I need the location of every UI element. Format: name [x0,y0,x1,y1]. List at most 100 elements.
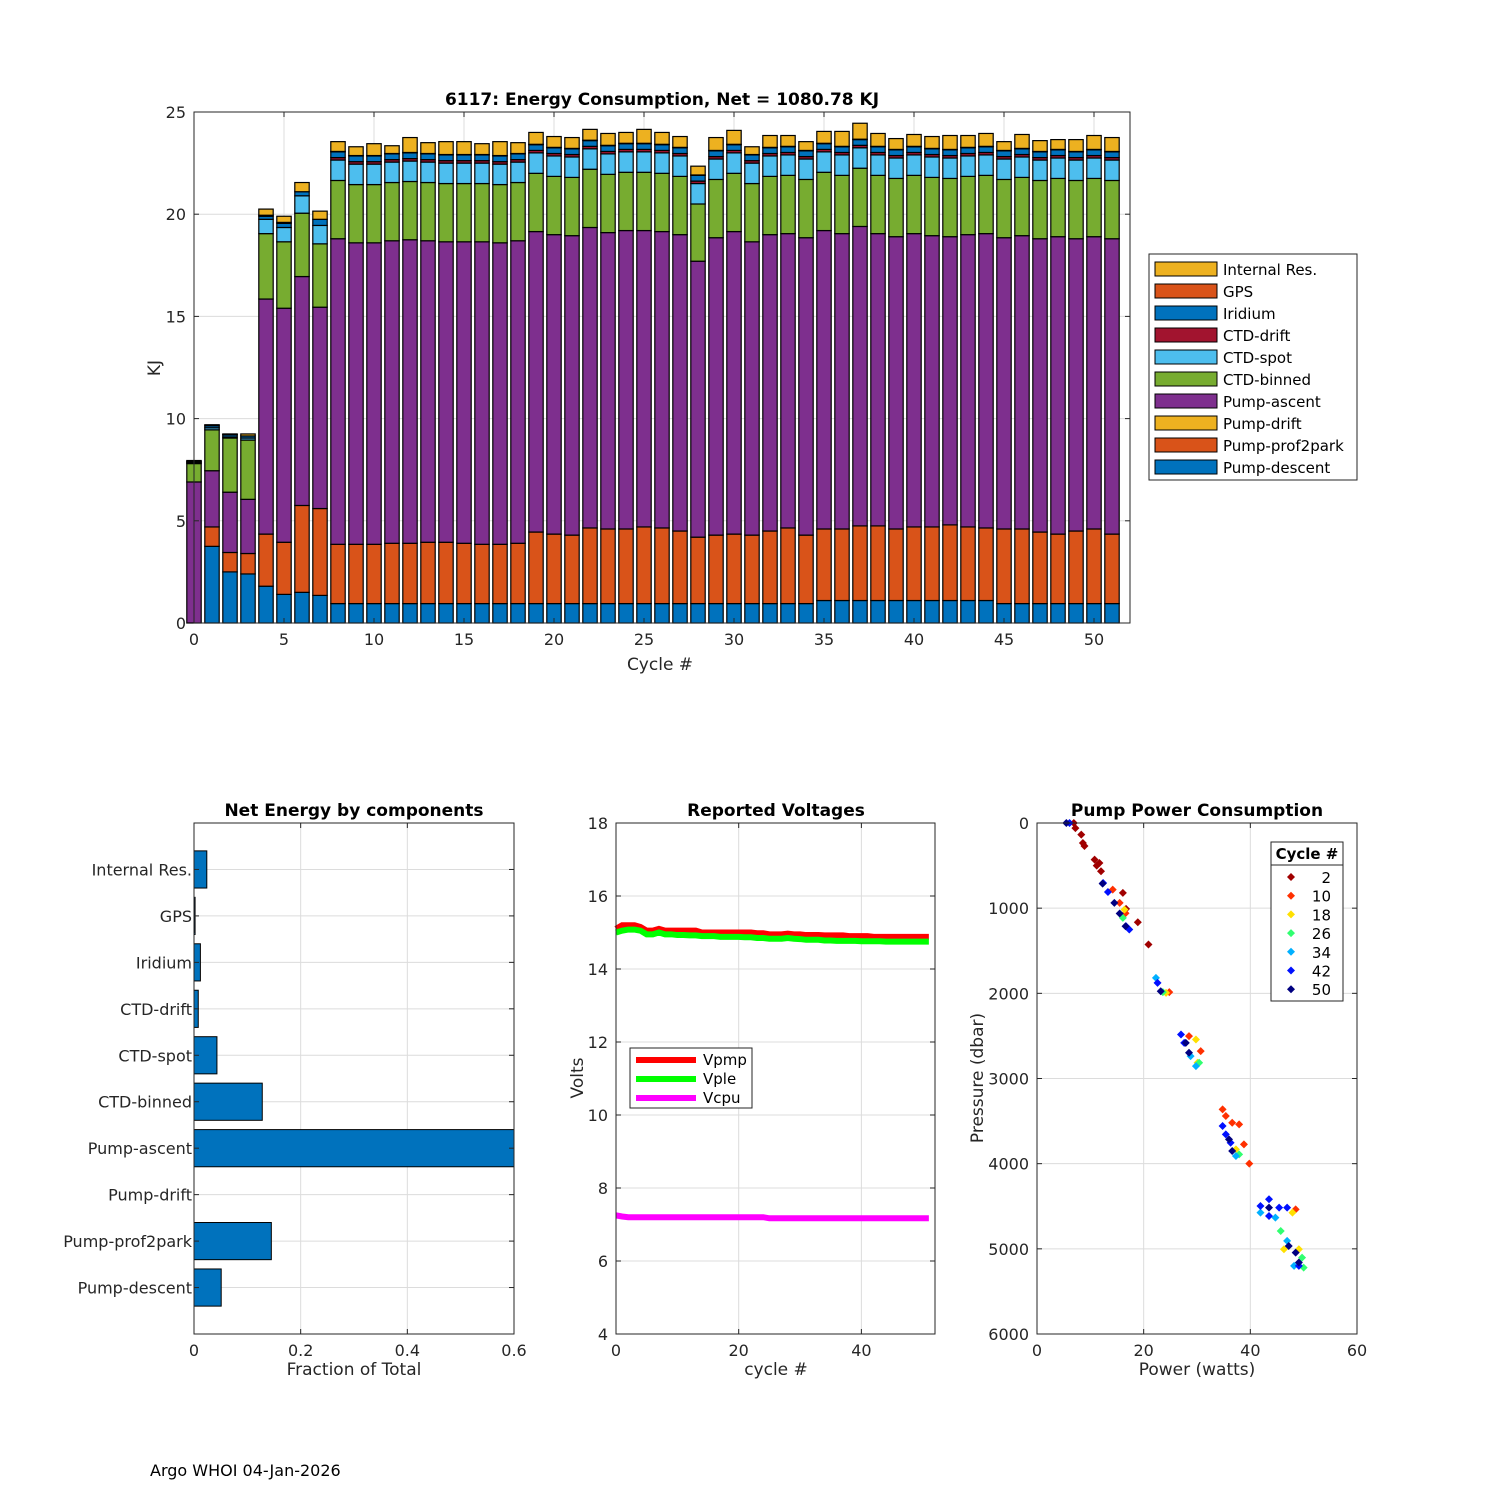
legend-marker-cycle-10 [1287,891,1295,900]
scatter-point-cycle-26 [1298,1253,1307,1262]
bar-segment-ctd-spot-cycle-35 [816,151,832,173]
bar-segment-ctd-binned-cycle-50 [1086,177,1102,238]
bar-segment-ctd-binned-cycle-23 [600,173,616,234]
bar-segment-pump-prof2park-cycle-15 [456,542,472,605]
bar-segment-ctd-binned-cycle-37 [852,167,868,228]
bar-segment-internal-res--cycle-13 [420,142,436,155]
bar-segment-ctd-spot-cycle-34 [798,158,814,181]
bar-segment-iridium-cycle-38 [870,146,886,154]
bar-segment-pump-descent-cycle-33 [780,602,796,624]
bar-segment-pump-ascent-cycle-36 [834,233,850,530]
bar-segment-pump-prof2park-cycle-46 [1014,528,1030,605]
bar-segment-pump-descent-cycle-16 [474,602,490,624]
bar-segment-pump-prof2park-cycle-9 [348,543,364,605]
bar-segment-ctd-binned-cycle-40 [906,174,922,235]
bar-segment-pump-prof2park-cycle-27 [672,530,688,605]
bar-segment-pump-prof2park-cycle-8 [330,543,346,605]
bar-segment-pump-ascent-cycle-13 [420,240,436,543]
voltages-x-tick-label: 20 [729,1341,749,1360]
bar-segment-pump-prof2park-cycle-4 [258,533,274,587]
bar-segment-pump-descent-cycle-3 [240,573,256,624]
bar-segment-ctd-spot-cycle-40 [906,154,922,176]
scatter-point-cycle-2 [1097,867,1105,876]
bar-segment-pump-ascent-cycle-17 [492,242,508,545]
scatter-point-cycle-42 [1283,1203,1292,1212]
bar-segment-pump-descent-cycle-8 [330,602,346,624]
bar-segment-pump-descent-cycle-1 [204,545,220,624]
bar-segment-iridium-cycle-32 [762,147,778,155]
scatter-point-cycle-50 [1284,1241,1293,1250]
bar-segment-pump-ascent-cycle-51 [1104,238,1120,535]
bar-segment-pump-descent-cycle-27 [672,602,688,624]
bar-segment-iridium-cycle-22 [582,140,598,147]
bar-segment-pump-prof2park-cycle-50 [1086,528,1102,605]
bar-segment-ctd-binned-cycle-45 [996,178,1012,239]
bar-segment-internal-res--cycle-7 [312,210,328,220]
scatter-point-cycle-10 [1185,1032,1193,1041]
bar-segment-iridium-cycle-17 [492,155,508,163]
energy-y-label: KJ [145,360,165,376]
bar-segment-pump-prof2park-cycle-39 [888,528,904,602]
bar-segment-ctd-binned-cycle-28 [690,203,706,262]
legend-swatch-pump-descent [1154,459,1218,475]
bar-segment-ctd-binned-cycle-12 [402,180,418,241]
bar-segment-ctd-binned-cycle-5 [276,241,292,309]
bar-segment-ctd-spot-cycle-24 [618,151,634,173]
legend-swatch-ctd-binned [1154,371,1218,387]
energy-x-tick-label: 25 [634,630,654,649]
scatter-point-cycle-42 [1275,1203,1284,1212]
scatter-point-cycle-50 [1291,1248,1300,1257]
bar-segment-pump-ascent-cycle-50 [1086,236,1102,530]
component-category-label: Pump-descent [78,1279,192,1298]
legend-swatch-iridium [1154,305,1218,321]
pump-power-y-tick-label: 6000 [988,1325,1029,1344]
bar-segment-pump-descent-cycle-23 [600,602,616,624]
bar-segment-pump-prof2park-cycle-40 [906,526,922,602]
bar-segment-iridium-cycle-15 [456,154,472,162]
bar-segment-ctd-binned-cycle-22 [582,168,598,229]
bar-segment-ctd-binned-cycle-26 [654,172,670,233]
bar-segment-ctd-binned-cycle-11 [384,181,400,242]
bar-segment-pump-ascent-cycle-18 [510,240,526,544]
bar-segment-internal-res--cycle-8 [330,141,346,153]
bar-segment-iridium-cycle-6 [294,191,310,197]
bar-segment-ctd-spot-cycle-46 [1014,156,1030,179]
components-axes-box [193,822,515,1335]
line-vple [615,926,929,945]
bar-segment-ctd-binned-cycle-25 [636,171,652,232]
bar-segment-internal-res--cycle-37 [852,122,868,140]
scatter-point-cycle-10 [1228,1118,1237,1127]
bar-segment-internal-res--cycle-14 [438,141,454,156]
bar-segment-pump-ascent-cycle-21 [564,235,580,536]
bar-segment-ctd-spot-cycle-48 [1050,157,1066,180]
bar-segment-pump-descent-cycle-31 [744,602,760,624]
energy-x-tick-label: 20 [544,630,564,649]
component-category-label: Pump-prof2park [63,1232,193,1251]
bar-segment-iridium-cycle-16 [474,154,490,162]
legend-label: 50 [1312,981,1331,999]
bar-segment-pump-prof2park-cycle-45 [996,528,1012,605]
bar-segment-ctd-binned-cycle-48 [1050,177,1066,238]
bar-segment-iridium-cycle-19 [528,144,544,152]
bar-segment-pump-prof2park-cycle-18 [510,542,526,605]
bar-segment-ctd-spot-cycle-21 [564,156,580,179]
scatter-point-cycle-18 [1120,905,1129,914]
pump-power-x-tick-label: 60 [1347,1341,1367,1360]
scatter-point-cycle-10 [1239,1140,1248,1149]
pump-power-x-tick-label: 40 [1240,1341,1260,1360]
bar-segment-pump-prof2park-cycle-42 [942,524,958,602]
bar-segment-pump-ascent-cycle-40 [906,233,922,528]
bar-segment-ctd-binned-cycle-4 [258,233,274,300]
bar-segment-iridium-cycle-33 [780,146,796,154]
bar-segment-pump-prof2park-cycle-48 [1050,533,1066,605]
bar-segment-pump-ascent-cycle-42 [942,236,958,526]
bar-segment-iridium-cycle-11 [384,153,400,161]
bar-segment-pump-prof2park-cycle-24 [618,528,634,605]
components-x-tick-label: 0 [189,1341,199,1360]
bar-segment-pump-descent-cycle-4 [258,585,274,624]
bar-segment-pump-prof2park-cycle-10 [366,543,382,605]
bar-segment-ctd-binned-cycle-6 [294,212,310,278]
component-category-label: Pump-drift [108,1186,192,1205]
bar-segment-pump-descent-cycle-43 [960,599,976,624]
bar-segment-pump-descent-cycle-37 [852,599,868,624]
